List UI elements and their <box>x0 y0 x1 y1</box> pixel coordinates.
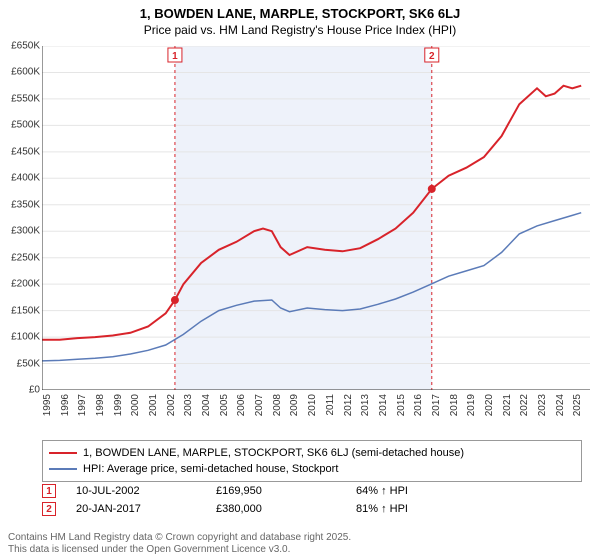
x-tick-label: 2010 <box>307 394 318 416</box>
x-tick-label: 2023 <box>537 394 548 416</box>
x-tick-label: 2002 <box>166 394 177 416</box>
x-tick-label: 2014 <box>378 394 389 416</box>
chart-title: 1, BOWDEN LANE, MARPLE, STOCKPORT, SK6 6… <box>0 0 600 21</box>
y-tick-label: £600K <box>11 67 40 78</box>
y-tick-label: £250K <box>11 252 40 263</box>
x-axis: 1995 1996 1997 1998 1999 2000 2001 2002 2003 2004… <box>42 390 590 440</box>
sale-marker-badge: 2 <box>42 502 56 516</box>
y-tick-label: £500K <box>11 120 40 131</box>
chart-svg: 12 <box>42 46 590 390</box>
legend-label: 1, BOWDEN LANE, MARPLE, STOCKPORT, SK6 6… <box>83 447 464 459</box>
y-tick-label: £450K <box>11 146 40 157</box>
x-tick-label: 1997 <box>77 394 88 416</box>
y-tick-label: £650K <box>11 41 40 52</box>
x-tick-label: 1998 <box>95 394 106 416</box>
x-tick-label: 2007 <box>254 394 265 416</box>
x-tick-label: 2019 <box>466 394 477 416</box>
sale-row: 1 10-JUL-2002 £169,950 64% ↑ HPI <box>42 482 582 500</box>
y-tick-label: £200K <box>11 279 40 290</box>
legend-row: HPI: Average price, semi-detached house,… <box>49 461 575 477</box>
x-tick-label: 2005 <box>219 394 230 416</box>
x-tick-label: 2025 <box>572 394 583 416</box>
y-tick-label: £100K <box>11 332 40 343</box>
sale-delta: 64% ↑ HPI <box>356 485 476 497</box>
footnote-line: This data is licensed under the Open Gov… <box>8 544 351 556</box>
footnote: Contains HM Land Registry data © Crown c… <box>8 532 351 556</box>
x-tick-label: 1999 <box>113 394 124 416</box>
x-tick-label: 1995 <box>42 394 53 416</box>
x-tick-label: 2021 <box>502 394 513 416</box>
x-tick-label: 2017 <box>431 394 442 416</box>
x-tick-label: 2015 <box>396 394 407 416</box>
x-tick-label: 2000 <box>130 394 141 416</box>
y-tick-label: £50K <box>17 358 40 369</box>
x-tick-label: 2012 <box>343 394 354 416</box>
sale-date: 20-JAN-2017 <box>76 503 196 515</box>
legend-swatch <box>49 452 77 454</box>
sale-price: £380,000 <box>216 503 336 515</box>
x-tick-label: 2006 <box>236 394 247 416</box>
y-tick-label: £0 <box>29 385 40 396</box>
x-tick-label: 2016 <box>413 394 424 416</box>
y-tick-label: £550K <box>11 93 40 104</box>
sale-delta: 81% ↑ HPI <box>356 503 476 515</box>
sales-table: 1 10-JUL-2002 £169,950 64% ↑ HPI 2 20-JAN-201… <box>42 482 582 518</box>
svg-text:1: 1 <box>172 51 178 62</box>
x-tick-label: 2001 <box>148 394 159 416</box>
x-tick-label: 2013 <box>360 394 371 416</box>
legend-swatch <box>49 468 77 470</box>
x-tick-label: 2024 <box>555 394 566 416</box>
legend-label: HPI: Average price, semi-detached house,… <box>83 463 338 475</box>
x-tick-label: 2009 <box>289 394 300 416</box>
x-tick-label: 1996 <box>60 394 71 416</box>
y-tick-label: £400K <box>11 173 40 184</box>
y-axis: £0£50K£100K£150K£200K£250K£300K£350K£400… <box>0 46 42 390</box>
chart-container: { "title": "1, BOWDEN LANE, MARPLE, STOC… <box>0 0 600 560</box>
y-tick-label: £150K <box>11 305 40 316</box>
x-tick-label: 2008 <box>272 394 283 416</box>
sale-row: 2 20-JAN-2017 £380,000 81% ↑ HPI <box>42 500 582 518</box>
legend-row: 1, BOWDEN LANE, MARPLE, STOCKPORT, SK6 6… <box>49 445 575 461</box>
chart-subtitle: Price paid vs. HM Land Registry's House … <box>0 21 600 41</box>
svg-text:2: 2 <box>429 51 435 62</box>
legend: 1, BOWDEN LANE, MARPLE, STOCKPORT, SK6 6… <box>42 440 582 482</box>
x-tick-label: 2020 <box>484 394 495 416</box>
chart-plot-area: 12 <box>42 46 590 390</box>
y-tick-label: £350K <box>11 199 40 210</box>
footnote-line: Contains HM Land Registry data © Crown c… <box>8 532 351 544</box>
sale-price: £169,950 <box>216 485 336 497</box>
sale-marker-badge: 1 <box>42 484 56 498</box>
y-tick-label: £300K <box>11 226 40 237</box>
x-tick-label: 2011 <box>325 394 336 416</box>
x-tick-label: 2022 <box>519 394 530 416</box>
x-tick-label: 2004 <box>201 394 212 416</box>
sale-date: 10-JUL-2002 <box>76 485 196 497</box>
x-tick-label: 2003 <box>183 394 194 416</box>
x-tick-label: 2018 <box>449 394 460 416</box>
